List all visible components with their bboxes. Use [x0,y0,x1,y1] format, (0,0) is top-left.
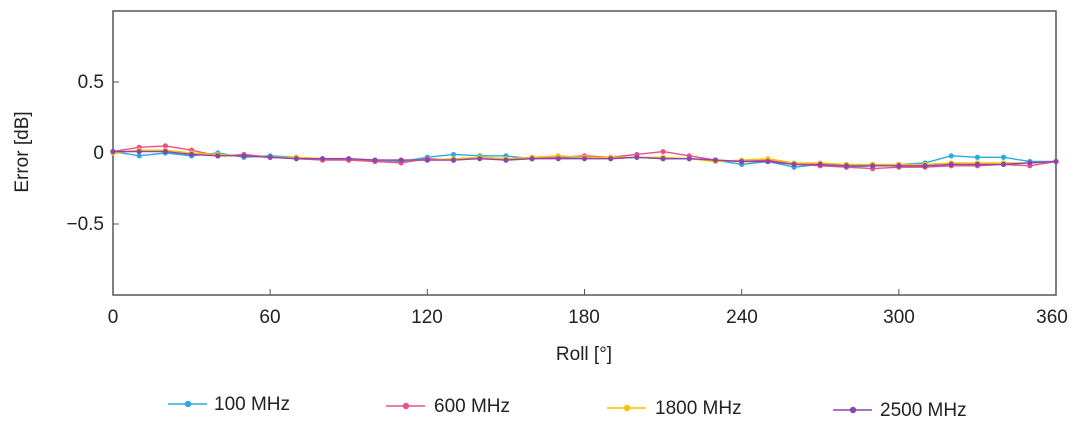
data-point-2500mhz [162,148,168,155]
data-point-2500mhz [477,156,483,162]
data-point-2500mhz [948,161,954,167]
data-point-2500mhz [424,157,430,163]
data-point-2500mhz [319,156,326,162]
data-point-2500mhz [608,156,614,162]
data-point-2500mhz [529,156,535,162]
data-point-2500mhz [817,161,823,167]
data-point-2500mhz [110,148,116,155]
x-tick-label-360: 360 [1036,307,1068,328]
y-tick-label-neg0.5: −0.5 [66,214,104,235]
data-point-2500mhz [660,156,666,162]
data-point-2500mhz [765,158,771,165]
legend-marker-2500mhz [849,406,857,414]
data-point-2500mhz [450,157,457,163]
data-point-2500mhz [267,154,273,160]
data-point-2500mhz [555,156,561,162]
data-point-2500mhz [922,163,928,169]
legend: 100 MHz 600 MHz 1800 MHz 2500 MHz [168,394,967,421]
data-point-100mhz [136,153,142,159]
series-layer [110,143,1059,172]
plot-frame [112,10,1057,296]
data-point-2500mhz [136,148,142,155]
legend-label-100mhz: 100 MHz [214,394,290,415]
data-point-2500mhz [1027,160,1033,166]
x-tick-label-180: 180 [568,307,600,328]
data-point-2500mhz [398,157,404,163]
data-point-2500mhz [188,151,195,158]
data-point-2500mhz [241,153,247,159]
y-tick-label-0.5: 0.5 [78,72,104,93]
legend-marker-100mhz [184,400,192,408]
data-point-2500mhz [870,163,876,169]
x-tick-label-0: 0 [108,307,119,328]
data-point-2500mhz [686,156,692,162]
x-tick-label-240: 240 [726,307,758,328]
data-point-2500mhz [739,158,745,165]
data-point-2500mhz [1053,158,1059,165]
data-point-2500mhz [372,157,378,163]
data-point-100mhz [1001,154,1007,160]
y-axis-title: Error [dB] [12,111,33,192]
legend-label-2500mhz: 2500 MHz [880,400,967,421]
data-point-100mhz [948,153,954,159]
legend-label-600mhz: 600 MHz [434,396,510,417]
data-point-600mhz [162,143,168,149]
x-axis-title: Roll [°] [556,344,612,365]
data-point-2500mhz [215,153,221,159]
data-point-2500mhz [791,161,797,167]
data-point-2500mhz [346,156,352,162]
data-point-100mhz [450,151,457,158]
data-point-100mhz [974,154,981,160]
data-point-2500mhz [503,157,509,163]
data-point-2500mhz [1001,161,1007,167]
x-tick-label-120: 120 [411,307,443,328]
y-tick-label-0: 0 [93,143,104,164]
legend-label-1800mhz: 1800 MHz [655,398,742,419]
x-tick-label-60: 60 [259,307,280,328]
data-point-600mhz [660,148,666,155]
legend-marker-600mhz [402,402,410,410]
data-point-2500mhz [581,156,588,162]
data-point-2500mhz [634,154,640,160]
x-tick-label-300: 300 [883,307,915,328]
data-point-2500mhz [712,157,719,163]
legend-marker-1800mhz [623,404,631,412]
data-point-2500mhz [974,161,981,167]
data-point-2500mhz [896,163,902,169]
data-point-2500mhz [843,163,850,169]
data-point-2500mhz [293,156,299,162]
